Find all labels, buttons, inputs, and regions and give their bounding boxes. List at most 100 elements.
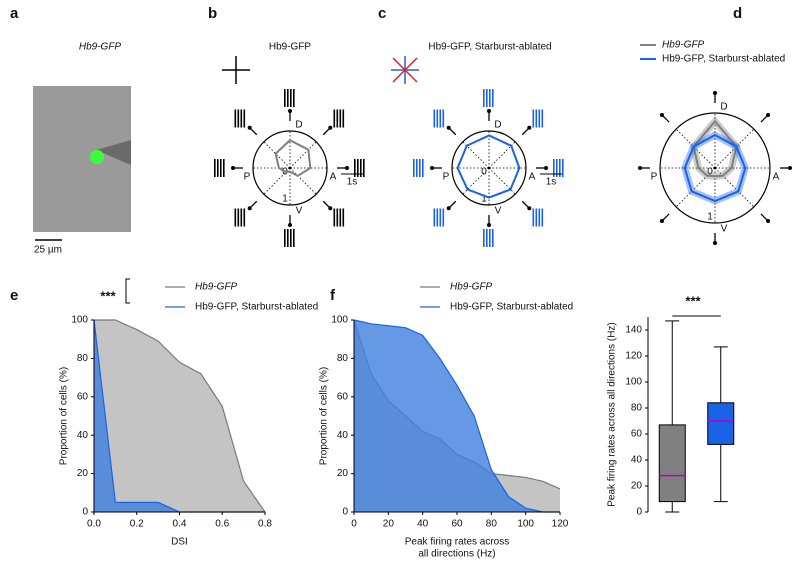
spike-raster bbox=[293, 89, 295, 107]
spike-raster bbox=[240, 208, 243, 227]
spike-raster bbox=[442, 208, 445, 227]
spike-raster bbox=[439, 208, 442, 227]
direction-arrowhead bbox=[328, 206, 333, 211]
spike-raster bbox=[287, 229, 289, 247]
spike-raster bbox=[234, 208, 237, 227]
spike-raster bbox=[342, 208, 345, 227]
y-tick-label: 120 bbox=[625, 351, 642, 362]
y-tick-label: 80 bbox=[77, 353, 89, 364]
spike-raster bbox=[360, 159, 362, 177]
direction-arrowhead bbox=[788, 166, 792, 170]
direction-arrowhead bbox=[487, 109, 491, 113]
axis-line bbox=[675, 128, 716, 169]
axis-line bbox=[263, 167, 291, 195]
spike-raster bbox=[243, 109, 246, 128]
r-tick-label: 1 bbox=[481, 194, 487, 205]
x-tick-label: 0.8 bbox=[258, 519, 272, 530]
ablation-cross bbox=[392, 57, 418, 83]
spike-raster bbox=[436, 109, 439, 128]
spike-raster bbox=[532, 208, 535, 227]
panel-label: f bbox=[330, 287, 336, 304]
direction-arrowhead bbox=[288, 109, 292, 113]
spike-raster bbox=[535, 109, 538, 128]
area-line bbox=[94, 319, 266, 513]
y-tick-label: 40 bbox=[337, 430, 349, 441]
y-tick-label: 60 bbox=[337, 391, 349, 402]
axis-line bbox=[462, 141, 490, 169]
direction-label: D bbox=[295, 120, 302, 131]
direction-label: P bbox=[443, 172, 450, 183]
direction-label: V bbox=[721, 224, 728, 235]
y-axis-label: Peak firing rates across all directions … bbox=[607, 322, 618, 507]
direction-arrowhead bbox=[766, 219, 771, 224]
y-tick-label: 60 bbox=[631, 429, 643, 440]
y-tick-label: 80 bbox=[337, 353, 349, 364]
area-fill bbox=[94, 320, 265, 512]
panel-label: c bbox=[378, 5, 386, 22]
spike-raster bbox=[290, 89, 292, 107]
spike-raster bbox=[240, 109, 243, 128]
y-tick-label: 100 bbox=[71, 315, 88, 326]
significance: *** bbox=[685, 293, 701, 308]
direction-arrowhead bbox=[527, 206, 532, 211]
direction-arrowhead bbox=[638, 166, 642, 170]
spike-raster bbox=[442, 109, 445, 128]
spike-raster bbox=[553, 159, 555, 177]
spike-raster bbox=[416, 159, 418, 177]
x-axis-label: Peak firing rates across bbox=[405, 537, 510, 548]
direction-label: D bbox=[720, 102, 727, 113]
spike-raster bbox=[535, 208, 538, 227]
y-tick-label: 0 bbox=[636, 507, 642, 518]
r-tick-label: 0 bbox=[481, 167, 487, 178]
axis-line bbox=[675, 167, 716, 208]
spike-raster bbox=[287, 89, 289, 107]
direction-arrowhead bbox=[247, 206, 252, 211]
spike-raster bbox=[284, 229, 286, 247]
legend-label: Hb9-GFP, Starburst-ablated bbox=[662, 54, 785, 65]
significance-bracket bbox=[125, 278, 130, 304]
tuning-curve bbox=[692, 119, 738, 178]
y-tick-label: 20 bbox=[631, 481, 643, 492]
direction-arrowhead bbox=[446, 125, 451, 130]
direction-arrowhead bbox=[231, 166, 235, 170]
spike-raster bbox=[357, 159, 359, 177]
spike-raster bbox=[489, 229, 491, 247]
legend-label: Hb9-GFP, Starburst-ablated bbox=[450, 302, 573, 313]
spike-raster bbox=[214, 159, 216, 177]
area-fill bbox=[94, 320, 265, 512]
panel-label: d bbox=[733, 5, 742, 22]
x-tick-label: 0.6 bbox=[215, 519, 229, 530]
box bbox=[707, 402, 735, 445]
y-tick-label: 20 bbox=[77, 468, 89, 479]
spike-raster bbox=[489, 89, 491, 107]
spike-raster bbox=[433, 109, 436, 128]
y-axis-label: Proportion of cells (%) bbox=[319, 367, 330, 465]
axis-line bbox=[289, 141, 317, 169]
x-tick-label: 20 bbox=[383, 519, 395, 530]
x-tick-label: 0.0 bbox=[87, 519, 101, 530]
panel-title: Hb9-GFP, Starburst-ablated bbox=[428, 42, 551, 53]
direction-arrowhead bbox=[446, 206, 451, 211]
axis-line bbox=[488, 167, 516, 195]
scale-bar-label: 25 µm bbox=[34, 245, 62, 256]
spike-raster bbox=[363, 159, 365, 177]
spike-raster bbox=[223, 159, 225, 177]
x-tick-label: 100 bbox=[517, 519, 534, 530]
spike-raster bbox=[532, 109, 535, 128]
y-tick-label: 0 bbox=[82, 507, 88, 518]
x-axis-label: DSI bbox=[171, 537, 188, 548]
spike-raster bbox=[436, 208, 439, 227]
direction-arrowhead bbox=[345, 166, 349, 170]
panel-title: Hb9-GFP bbox=[79, 42, 122, 53]
spike-raster bbox=[237, 109, 240, 128]
y-tick-label: 100 bbox=[331, 315, 348, 326]
spike-raster bbox=[559, 159, 561, 177]
x-tick-label: 40 bbox=[417, 519, 429, 530]
box bbox=[658, 424, 686, 503]
direction-arrowhead bbox=[247, 125, 252, 130]
direction-label: A bbox=[773, 172, 780, 183]
spike-raster bbox=[419, 159, 421, 177]
r-tick-label: 0 bbox=[707, 167, 713, 178]
direction-label: V bbox=[495, 206, 502, 217]
